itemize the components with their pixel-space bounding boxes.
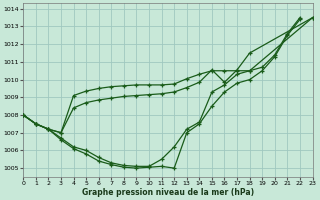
X-axis label: Graphe pression niveau de la mer (hPa): Graphe pression niveau de la mer (hPa) <box>82 188 254 197</box>
